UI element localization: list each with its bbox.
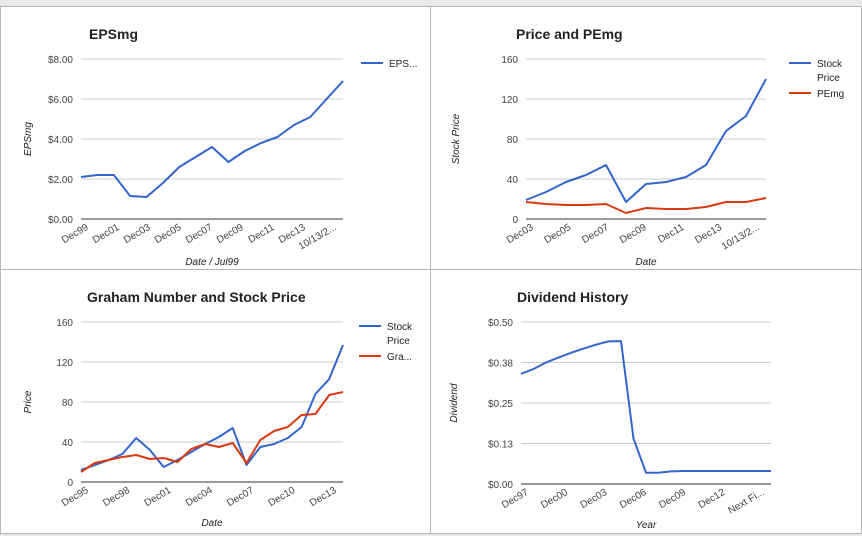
legend-label-line: Price bbox=[817, 73, 840, 84]
x-tick-label: Dec07 bbox=[580, 222, 611, 246]
legend-label: Stock Price bbox=[817, 59, 843, 84]
dividend-chart: Dividend History $0.00 $0.13 $0.25 $0.38 $0.5… bbox=[449, 289, 771, 531]
y-tick-label: 0 bbox=[512, 215, 518, 226]
y-axis-title: Dividend bbox=[449, 383, 460, 422]
x-tick-label: Dec07 bbox=[225, 485, 256, 509]
x-tick-label: Dec98 bbox=[101, 485, 132, 509]
x-axis-title: Date bbox=[201, 518, 223, 529]
graham-chart-panel: Graham Number and Stock Price 0 40 80 120 160… bbox=[0, 269, 431, 534]
x-tick-label: Dec11 bbox=[656, 222, 686, 246]
legend-label: Gra... bbox=[387, 352, 412, 363]
series-line-1 bbox=[80, 80, 344, 198]
y-tick-label: $0.50 bbox=[488, 318, 513, 329]
y-tick-label: 160 bbox=[501, 55, 518, 66]
legend-label-line: Gra... bbox=[387, 352, 412, 363]
x-tick-label: Dec01 bbox=[143, 485, 174, 509]
legend-label-line: PEmg bbox=[817, 89, 844, 100]
chart-title: EPSmg bbox=[89, 26, 138, 42]
x-tick-label: Dec06 bbox=[618, 487, 649, 511]
legend-label-line: Stock bbox=[387, 322, 413, 333]
y-tick-label: 40 bbox=[62, 438, 74, 449]
x-tick-label: 10/13/2... bbox=[720, 222, 762, 252]
price-pe-chart-panel: Price and PEmg 0 40 80 120 160 Dec03 Dec05 Dec07… bbox=[430, 6, 862, 270]
legend-label-line: EPS... bbox=[389, 59, 417, 70]
x-tick-label: Next Fi... bbox=[726, 487, 766, 517]
x-axis-title: Date / Jul99 bbox=[185, 257, 239, 268]
y-tick-label: $6.00 bbox=[48, 95, 73, 106]
chart-title: Graham Number and Stock Price bbox=[87, 289, 306, 305]
x-tick-label: Dec10 bbox=[267, 485, 298, 509]
legend-label-line: Price bbox=[387, 336, 410, 347]
y-tick-label: 40 bbox=[507, 175, 519, 186]
series-line-1 bbox=[80, 344, 344, 471]
y-tick-label: 120 bbox=[56, 358, 73, 369]
chart-title: Price and PEmg bbox=[516, 26, 623, 42]
x-tick-label: Dec03 bbox=[122, 222, 153, 246]
legend-label-line: Stock bbox=[817, 59, 843, 70]
series-line-1 bbox=[525, 78, 767, 203]
y-tick-label: 120 bbox=[501, 95, 518, 106]
y-axis-title: Price bbox=[23, 390, 34, 413]
x-tick-label: Dec05 bbox=[153, 222, 184, 246]
dividend-chart-panel: Dividend History $0.00 $0.13 $0.25 $0.38 $0.5… bbox=[430, 269, 862, 534]
x-tick-label: Dec11 bbox=[247, 222, 277, 246]
y-axis-title: Stock Price bbox=[451, 113, 462, 164]
x-tick-label: Dec07 bbox=[184, 222, 215, 246]
x-tick-label: Dec03 bbox=[579, 487, 610, 511]
y-tick-label: 0 bbox=[67, 478, 73, 489]
price-pe-chart: Price and PEmg 0 40 80 120 160 Dec03 Dec05 Dec07… bbox=[451, 26, 844, 268]
x-tick-label: Dec09 bbox=[657, 487, 688, 511]
x-tick-label: Dec13 bbox=[308, 485, 339, 509]
x-tick-label: Dec09 bbox=[215, 222, 246, 246]
x-tick-label: Dec04 bbox=[184, 485, 215, 509]
chart-title: Dividend History bbox=[517, 289, 628, 305]
y-tick-label: 160 bbox=[56, 318, 73, 329]
y-tick-label: $0.13 bbox=[488, 440, 513, 451]
x-tick-label: Dec09 bbox=[618, 222, 649, 246]
series-line-2 bbox=[525, 197, 767, 214]
x-axis-title: Year bbox=[636, 520, 657, 531]
series-line-2 bbox=[80, 391, 344, 473]
y-tick-label: $0.38 bbox=[488, 359, 513, 370]
x-tick-label: Dec95 bbox=[60, 485, 91, 509]
y-tick-label: $0.00 bbox=[48, 215, 73, 226]
y-tick-label: 80 bbox=[62, 398, 74, 409]
y-tick-label: $0.25 bbox=[488, 399, 513, 410]
x-axis-title: Date bbox=[635, 257, 657, 268]
series-line-1 bbox=[520, 340, 771, 474]
y-tick-label: $2.00 bbox=[48, 175, 73, 186]
x-tick-label: Dec01 bbox=[91, 222, 122, 246]
y-tick-label: $0.00 bbox=[488, 480, 513, 491]
graham-chart: Graham Number and Stock Price 0 40 80 120 160… bbox=[23, 289, 413, 529]
x-tick-label: Dec05 bbox=[543, 222, 574, 246]
legend-label: EPS... bbox=[389, 59, 417, 70]
x-tick-label: Dec00 bbox=[539, 487, 570, 511]
x-tick-label: Dec12 bbox=[697, 487, 728, 511]
legend-label: PEmg bbox=[817, 89, 844, 100]
y-tick-label: 80 bbox=[507, 135, 519, 146]
legend-label: Stock Price bbox=[387, 322, 413, 347]
x-tick-label: Dec03 bbox=[505, 222, 536, 246]
y-tick-label: $8.00 bbox=[48, 55, 73, 66]
y-axis-title: EPSmg bbox=[23, 122, 34, 156]
eps-chart-panel: EPSmg $0.00 $2.00 $4.00 $6.00 $8.00 Dec99 Dec01… bbox=[0, 6, 431, 270]
y-tick-label: $4.00 bbox=[48, 135, 73, 146]
